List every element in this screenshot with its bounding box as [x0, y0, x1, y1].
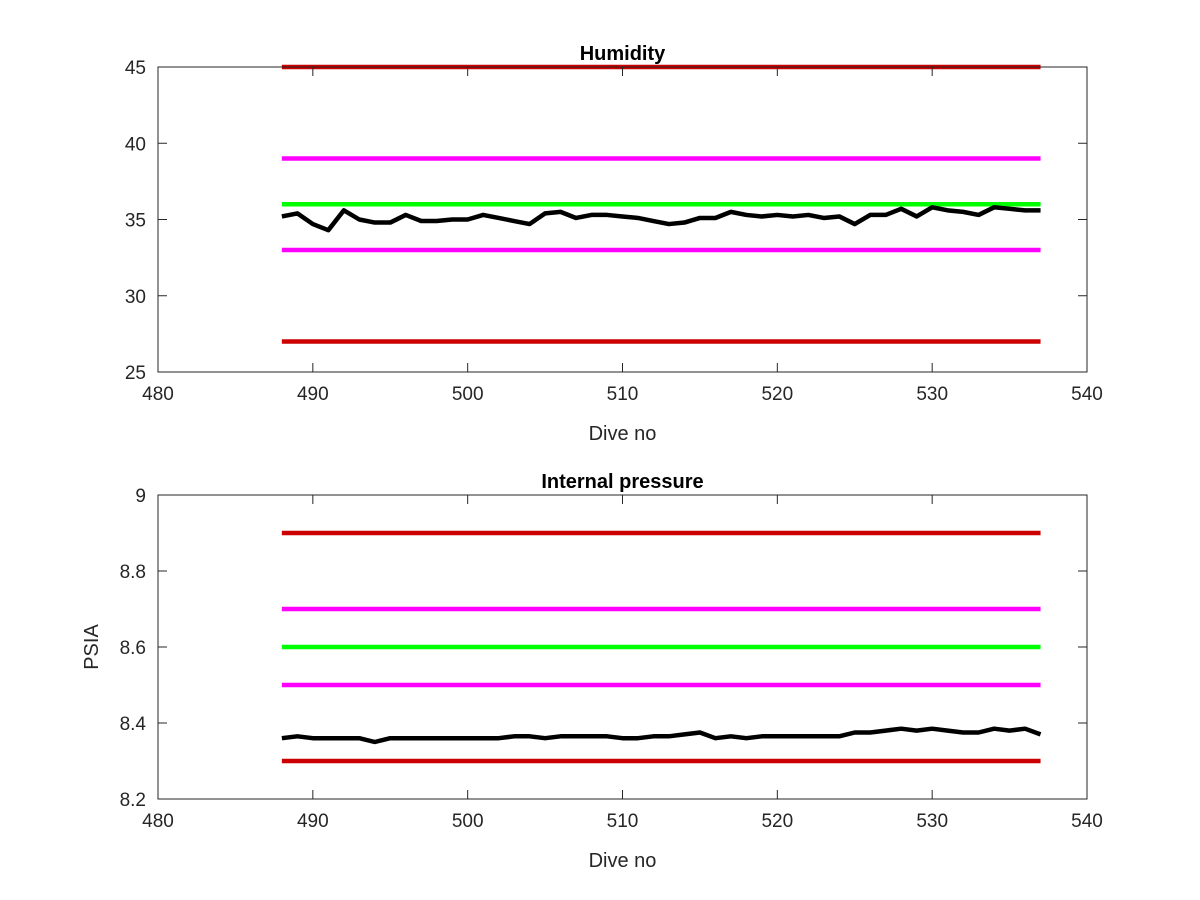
x-tick-label-pressure-0: 480 [142, 811, 174, 832]
y-tick-label-pressure-0: 8.2 [120, 790, 146, 811]
x-axis-label-pressure: Dive no [589, 850, 657, 872]
x-tick-label-pressure-4: 520 [761, 811, 793, 832]
plot-area-humidity [158, 67, 1087, 372]
y-tick-label-humidity-4: 45 [125, 58, 146, 79]
x-tick-label-pressure-3: 510 [607, 811, 639, 832]
y-tick-label-pressure-2: 8.6 [120, 638, 146, 659]
y-tick-label-humidity-2: 35 [125, 211, 146, 232]
x-tick-label-humidity-1: 490 [297, 384, 329, 405]
x-tick-label-pressure-6: 540 [1071, 811, 1103, 832]
y-tick-label-humidity-1: 30 [125, 287, 146, 308]
x-tick-label-humidity-4: 520 [761, 384, 793, 405]
chart-title-pressure: Internal pressure [541, 471, 703, 493]
chart-title-humidity: Humidity [580, 43, 666, 65]
x-tick-label-pressure-1: 490 [297, 811, 329, 832]
x-tick-label-pressure-5: 530 [916, 811, 948, 832]
y-tick-label-humidity-0: 25 [125, 363, 146, 384]
x-tick-label-pressure-2: 500 [452, 811, 484, 832]
x-axis-label-humidity: Dive no [589, 423, 657, 445]
y-tick-label-pressure-4: 9 [135, 486, 146, 507]
y-tick-label-pressure-3: 8.8 [120, 562, 146, 583]
x-tick-label-humidity-5: 530 [916, 384, 948, 405]
series-line-humidity-0 [281, 205, 1041, 233]
series-line-pressure-0 [281, 726, 1042, 745]
x-tick-label-humidity-0: 480 [142, 384, 174, 405]
y-tick-label-pressure-1: 8.4 [120, 714, 147, 735]
y-tick-label-humidity-3: 40 [125, 134, 146, 155]
x-tick-label-humidity-3: 510 [607, 384, 639, 405]
y-axis-label-pressure: PSIA [81, 624, 103, 670]
x-tick-label-humidity-2: 500 [452, 384, 484, 405]
x-tick-label-humidity-6: 540 [1071, 384, 1103, 405]
